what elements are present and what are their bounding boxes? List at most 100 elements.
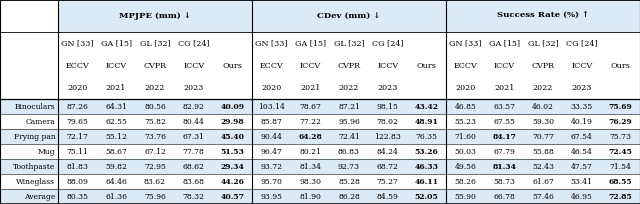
Bar xyxy=(58,189,97,204)
Text: 72.45: 72.45 xyxy=(609,148,632,156)
Text: 63.57: 63.57 xyxy=(493,103,515,111)
Bar xyxy=(213,144,252,159)
Bar xyxy=(563,54,601,77)
Text: GA [15]: GA [15] xyxy=(100,39,132,47)
Bar xyxy=(330,159,369,174)
Bar xyxy=(291,114,330,129)
Bar xyxy=(174,32,213,54)
Text: 40.09: 40.09 xyxy=(221,103,244,111)
Bar xyxy=(484,77,524,99)
Text: GL [32]: GL [32] xyxy=(333,39,364,47)
Bar xyxy=(369,32,407,54)
Bar xyxy=(330,99,369,114)
Bar xyxy=(136,144,174,159)
Bar xyxy=(58,114,97,129)
Text: 40.57: 40.57 xyxy=(221,193,244,201)
Bar xyxy=(601,77,640,99)
Bar xyxy=(136,32,174,54)
Text: Toothpaste: Toothpaste xyxy=(13,163,56,171)
Bar xyxy=(524,99,563,114)
Bar xyxy=(58,174,97,189)
Text: 2022: 2022 xyxy=(533,84,553,92)
Text: 87.26: 87.26 xyxy=(67,103,88,111)
Text: 43.42: 43.42 xyxy=(415,103,438,111)
Text: ECCV: ECCV xyxy=(65,62,89,70)
Text: 103.14: 103.14 xyxy=(258,103,285,111)
Bar xyxy=(0,159,58,174)
Bar xyxy=(484,32,524,54)
Text: 2021: 2021 xyxy=(494,84,515,92)
Text: 73.76: 73.76 xyxy=(144,133,166,141)
Bar xyxy=(407,174,446,189)
Text: 33.35: 33.35 xyxy=(571,103,593,111)
Text: 88.09: 88.09 xyxy=(67,178,88,186)
Text: 80.44: 80.44 xyxy=(183,118,205,126)
Bar xyxy=(563,32,601,54)
Bar xyxy=(524,77,563,99)
Bar xyxy=(252,0,446,32)
Bar xyxy=(291,159,330,174)
Bar xyxy=(213,77,252,99)
Text: 81.34: 81.34 xyxy=(492,163,516,171)
Text: 72.41: 72.41 xyxy=(338,133,360,141)
Text: 83.68: 83.68 xyxy=(183,178,205,186)
Bar xyxy=(97,32,136,54)
Bar xyxy=(369,174,407,189)
Bar xyxy=(563,99,601,114)
Bar xyxy=(291,129,330,144)
Text: 59.82: 59.82 xyxy=(105,163,127,171)
Text: ICCV: ICCV xyxy=(300,62,321,70)
Text: 75.96: 75.96 xyxy=(144,193,166,201)
Text: Success Rate (%) ↑: Success Rate (%) ↑ xyxy=(497,12,589,20)
Bar xyxy=(0,114,58,129)
Bar xyxy=(407,99,446,114)
Text: 51.53: 51.53 xyxy=(221,148,244,156)
Text: CG [24]: CG [24] xyxy=(178,39,209,47)
Bar xyxy=(524,114,563,129)
Bar xyxy=(174,159,213,174)
Text: 78.02: 78.02 xyxy=(377,118,399,126)
Bar xyxy=(563,159,601,174)
Bar xyxy=(213,174,252,189)
Bar xyxy=(213,159,252,174)
Bar xyxy=(446,189,484,204)
Bar xyxy=(407,77,446,99)
Bar xyxy=(330,189,369,204)
Bar xyxy=(58,99,97,114)
Text: GA [15]: GA [15] xyxy=(488,39,520,47)
Bar xyxy=(563,129,601,144)
Text: ICCV: ICCV xyxy=(572,62,593,70)
Text: 77.78: 77.78 xyxy=(183,148,205,156)
Text: 92.73: 92.73 xyxy=(338,163,360,171)
Text: 67.79: 67.79 xyxy=(493,148,515,156)
Bar xyxy=(601,32,640,54)
Bar xyxy=(0,54,58,77)
Bar xyxy=(213,189,252,204)
Text: 59.30: 59.30 xyxy=(532,118,554,126)
Bar xyxy=(58,54,97,77)
Bar xyxy=(174,99,213,114)
Text: 2021: 2021 xyxy=(300,84,321,92)
Bar xyxy=(601,114,640,129)
Bar xyxy=(484,174,524,189)
Text: 2022: 2022 xyxy=(145,84,165,92)
Text: 93.72: 93.72 xyxy=(260,163,282,171)
Text: Ours: Ours xyxy=(223,62,243,70)
Bar xyxy=(291,189,330,204)
Bar xyxy=(601,189,640,204)
Bar xyxy=(0,0,58,32)
Text: 45.40: 45.40 xyxy=(221,133,244,141)
Bar xyxy=(174,174,213,189)
Bar xyxy=(446,129,484,144)
Bar xyxy=(0,99,58,114)
Bar xyxy=(330,77,369,99)
Bar xyxy=(446,114,484,129)
Text: 84.24: 84.24 xyxy=(377,148,399,156)
Bar xyxy=(446,144,484,159)
Bar xyxy=(601,129,640,144)
Bar xyxy=(291,99,330,114)
Bar xyxy=(252,129,291,144)
Text: 84.17: 84.17 xyxy=(492,133,516,141)
Text: 72.17: 72.17 xyxy=(67,133,88,141)
Text: CG [24]: CG [24] xyxy=(372,39,404,47)
